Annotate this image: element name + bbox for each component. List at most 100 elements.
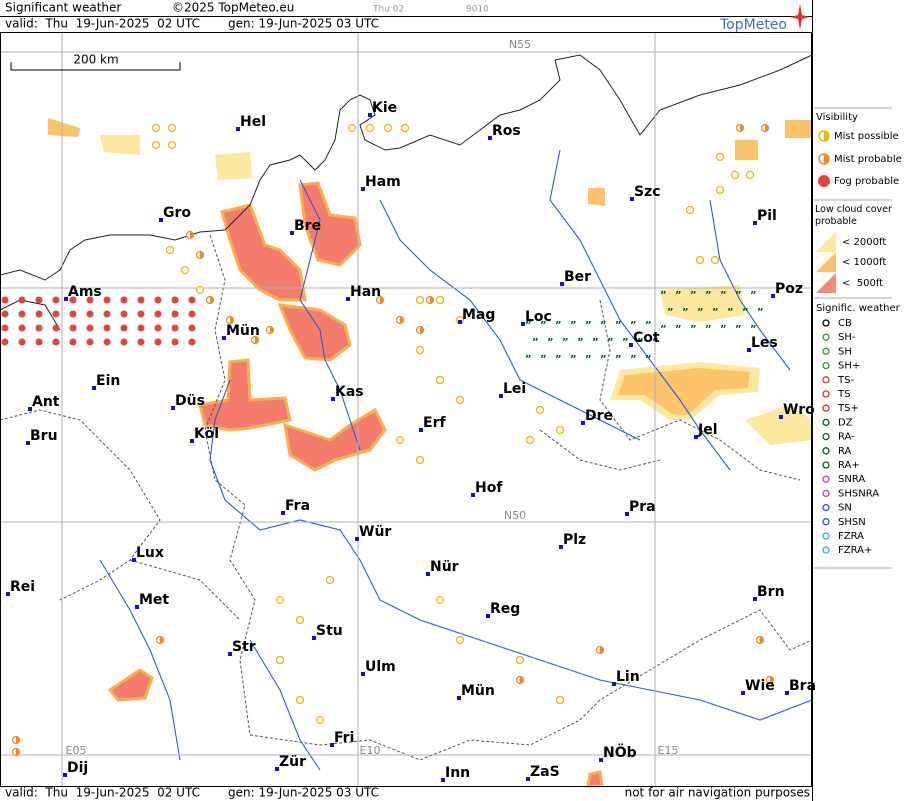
city-marker (361, 187, 365, 191)
fog-symbol (154, 296, 162, 304)
mist-probable-symbol (380, 296, 384, 304)
city-label: Stu (316, 623, 343, 639)
drizzle-symbol: ” (712, 307, 719, 318)
drizzle-symbol: ” (705, 290, 712, 301)
fog-symbol (1, 324, 9, 332)
legend-item: FZRA+ (838, 545, 872, 556)
city-marker (426, 572, 430, 576)
mist-probable-symbol (16, 736, 20, 744)
mist-probable-symbol (16, 748, 20, 756)
city-marker (488, 136, 492, 140)
fog-symbol (69, 310, 77, 318)
drizzle-symbol: ” (637, 337, 644, 348)
drizzle-symbol: ” (615, 354, 622, 365)
drizzle-symbol: ” (630, 320, 637, 331)
fog-symbol (120, 338, 128, 346)
city-marker (779, 415, 783, 419)
graticule-label: N55 (509, 38, 531, 51)
fog-symbol (18, 338, 26, 346)
drizzle-symbol: ” (600, 354, 607, 365)
fog-symbol (35, 338, 43, 346)
city-label: Ber (564, 269, 591, 285)
fog-symbol (1, 310, 9, 318)
mist-probable-symbol (200, 251, 204, 259)
mist-symbol (685, 205, 695, 215)
city-marker (28, 407, 32, 411)
fog-symbol (69, 324, 77, 332)
valid-time: valid: Thu 19-Jun-2025 02 UTC (5, 17, 200, 31)
city-label: Mün (461, 683, 495, 699)
city-marker (694, 435, 698, 439)
city-label: Bru (30, 428, 58, 444)
drizzle-symbol: ” (757, 307, 764, 318)
city-marker (560, 282, 564, 286)
low-cloud-area (660, 285, 745, 322)
city-label: Brn (757, 584, 785, 600)
mist-symbol (455, 635, 465, 645)
mist-symbol (435, 295, 445, 305)
city-marker (419, 428, 423, 432)
city-label: Rei (10, 579, 35, 595)
generated-time: gen: 19-Jun-2025 03 UTC (228, 17, 379, 31)
drizzle-symbol: ” (727, 307, 734, 318)
fog-symbol (137, 324, 145, 332)
legend-icon (822, 518, 830, 526)
coastline (0, 54, 813, 281)
fog-symbol (171, 338, 179, 346)
city-label: Düs (175, 393, 205, 409)
mist-probable-symbol (400, 316, 404, 324)
city-marker (471, 493, 475, 497)
mist-probable-symbol (520, 676, 524, 684)
city-marker (330, 743, 334, 747)
fog-symbol (188, 296, 196, 304)
logo-star (790, 4, 810, 30)
city-marker (132, 558, 136, 562)
city-marker (159, 218, 163, 222)
legend-item: RA+ (838, 460, 860, 471)
city-marker (290, 231, 294, 235)
mist-symbol (167, 123, 177, 133)
footer-valid: valid: Thu 19-Jun-2025 02 UTC (5, 786, 200, 800)
drizzle-symbol: ” (547, 337, 554, 348)
city-label: Loc (525, 309, 552, 325)
city-label: Dre (585, 408, 613, 424)
city-marker (785, 691, 789, 695)
low-cloud-area (215, 152, 252, 180)
mist-probable-symbol (420, 326, 424, 334)
legend-item: SH+ (838, 361, 860, 372)
drizzle-symbol: ” (645, 354, 652, 365)
fog-symbol (18, 296, 26, 304)
drizzle-symbol: ” (735, 324, 742, 335)
drizzle-symbol: ” (735, 290, 742, 301)
city-label: Inn (445, 765, 470, 781)
legend-title-box: Low cloud cover probable (815, 204, 892, 227)
mist-symbol (415, 345, 425, 355)
city-marker (222, 336, 226, 340)
mist-probable-symbol (190, 231, 194, 239)
city-label: Wür (359, 524, 391, 540)
drizzle-symbol: ” (570, 354, 577, 365)
city-marker (771, 294, 775, 298)
fog-symbol (154, 338, 162, 346)
city-label: Ham (365, 174, 401, 190)
run: Thu 02 (372, 5, 404, 15)
mist-symbol (295, 615, 305, 625)
legend-swatch (816, 252, 836, 272)
mist-symbol (395, 435, 405, 445)
drizzle-symbol: ” (592, 337, 599, 348)
legend-icon (824, 154, 829, 164)
drizzle-symbol: ” (682, 307, 689, 318)
city-marker (361, 672, 365, 676)
fog-symbol (18, 310, 26, 318)
drizzle-symbol: ” (705, 324, 712, 335)
mist-symbol (295, 695, 305, 705)
title: Significant weather (5, 1, 121, 15)
city-marker (190, 439, 194, 443)
mist-probable-symbol (740, 124, 744, 132)
drizzle-symbol: ” (690, 290, 697, 301)
city-label: Wie (745, 678, 775, 694)
mist-symbol (415, 455, 425, 465)
mist-probable-symbol (210, 296, 214, 304)
drizzle-symbol: ” (615, 320, 622, 331)
city-marker (64, 297, 68, 301)
